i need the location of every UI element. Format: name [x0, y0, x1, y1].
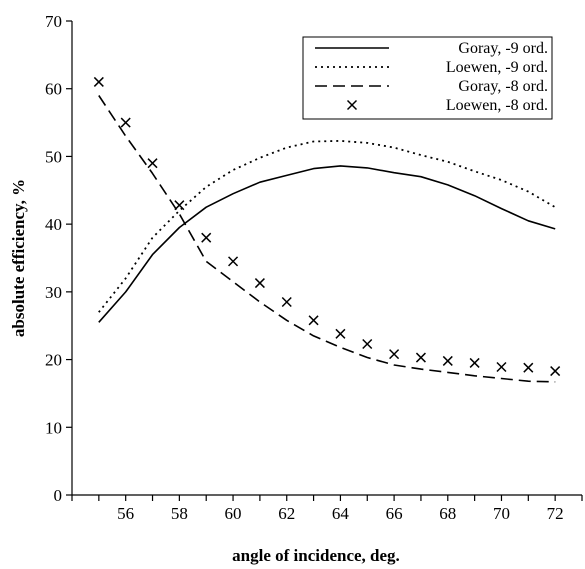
series-1-line [98, 165, 556, 323]
series-3-line [98, 95, 556, 383]
marker-stroke [389, 349, 400, 360]
data-point-x-marker [469, 357, 480, 368]
y-axis-title: absolute efficiency, % [9, 179, 28, 337]
marker-stroke [201, 232, 212, 243]
data-point-x-marker [254, 278, 265, 289]
x-tick-label: 70 [493, 504, 510, 523]
x-tick-label: 64 [332, 504, 350, 523]
x-tick-label: 66 [386, 504, 403, 523]
marker-stroke [469, 357, 480, 368]
y-tick-label: 0 [54, 486, 63, 505]
marker-stroke [550, 366, 561, 377]
x-tick-label: 68 [439, 504, 456, 523]
marker-stroke [523, 362, 534, 373]
x-tick-label: 62 [278, 504, 295, 523]
marker-stroke [254, 278, 265, 289]
legend: Goray, -9 ord. Loewen, -9 ord. Goray, -8 o… [302, 36, 553, 120]
y-tick-label: 30 [45, 283, 62, 302]
marker-stroke [346, 99, 358, 111]
marker-stroke [93, 76, 104, 87]
data-point-x-marker [147, 158, 158, 169]
x-tick-label: 60 [225, 504, 242, 523]
marker-stroke [120, 117, 131, 128]
legend-entry-label: Goray, -9 ord. [458, 40, 548, 57]
x-tick-label: 58 [171, 504, 188, 523]
data-point-x-marker [201, 232, 212, 243]
x-axis-title: angle of incidence, deg. [232, 546, 400, 565]
data-point-x-marker [442, 355, 453, 366]
data-point-x-marker [523, 362, 534, 373]
data-point-x-marker [120, 117, 131, 128]
marker-stroke [362, 338, 373, 350]
legend-entry-label: Loewen, -8 ord. [446, 97, 548, 114]
series-layer [93, 76, 561, 383]
marker-stroke [147, 158, 158, 169]
marker-stroke [442, 355, 453, 366]
series-4-markers [93, 76, 561, 377]
marker-stroke [228, 256, 239, 267]
legend-marker-x [346, 99, 358, 111]
y-tick-label: 40 [45, 215, 62, 234]
marker-stroke [496, 361, 507, 373]
plot-area: 0 10 20 30 40 50 60 70 56 58 60 62 64 66 68 70 72 [45, 12, 583, 523]
data-point-x-marker [308, 315, 319, 326]
data-point-x-marker [228, 256, 239, 267]
y-tick-label: 20 [45, 351, 62, 370]
marker-stroke [335, 328, 346, 339]
data-point-x-marker [93, 76, 104, 87]
marker-stroke [308, 315, 319, 326]
y-tick-label: 70 [45, 12, 62, 31]
marker-stroke [174, 200, 185, 211]
y-tick-label: 60 [45, 80, 62, 99]
data-point-x-marker [496, 361, 507, 373]
data-point-x-marker [389, 349, 400, 360]
legend-box [302, 36, 553, 120]
marker-stroke [415, 352, 426, 363]
legend-entry-label: Loewen, -9 ord. [446, 59, 548, 76]
y-axis-ticks: 0 10 20 30 40 50 60 70 [45, 12, 72, 505]
data-point-x-marker [281, 296, 292, 308]
data-point-x-marker [362, 338, 373, 350]
x-tick-label: 56 [117, 504, 134, 523]
y-tick-label: 50 [45, 147, 62, 166]
data-point-x-marker [415, 352, 426, 363]
data-point-x-marker [174, 200, 185, 211]
data-point-x-marker [335, 328, 346, 339]
marker-stroke [281, 296, 292, 308]
x-tick-label: 72 [547, 504, 564, 523]
data-point-x-marker [550, 366, 561, 377]
x-axis-ticks: 56 58 60 62 64 66 68 70 72 [71, 495, 583, 523]
legend-entry-label: Goray, -8 ord. [458, 78, 548, 95]
y-tick-label: 10 [45, 418, 62, 437]
